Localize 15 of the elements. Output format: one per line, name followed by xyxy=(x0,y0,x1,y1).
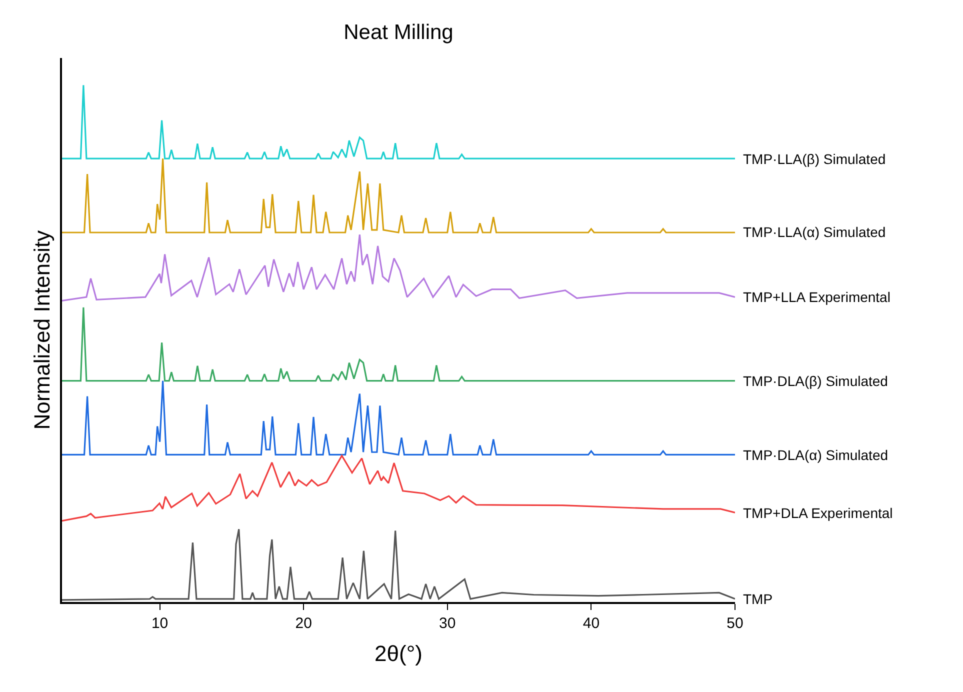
x-tick-label: 40 xyxy=(582,614,600,632)
x-tick-label: 30 xyxy=(439,614,456,632)
series-label: TMP·LLA(β) Simulated xyxy=(743,151,886,167)
x-axis-title: 2θ(°) xyxy=(374,641,422,666)
x-tick-label: 20 xyxy=(295,614,312,632)
series-label: TMP+LLA Experimental xyxy=(743,289,890,305)
series-label: TMP+DLA Experimental xyxy=(743,505,893,521)
series-label: TMP·DLA(α) Simulated xyxy=(743,447,888,463)
y-axis-title: Normalized Intensity xyxy=(30,230,55,430)
chart-title: Neat Milling xyxy=(344,20,454,44)
series-label: TMP·LLA(α) Simulated xyxy=(743,224,886,240)
series-label: TMP xyxy=(743,591,773,607)
x-tick-label: 10 xyxy=(151,614,168,632)
series-label: TMP·DLA(β) Simulated xyxy=(743,373,888,389)
x-tick-label: 50 xyxy=(726,614,744,632)
